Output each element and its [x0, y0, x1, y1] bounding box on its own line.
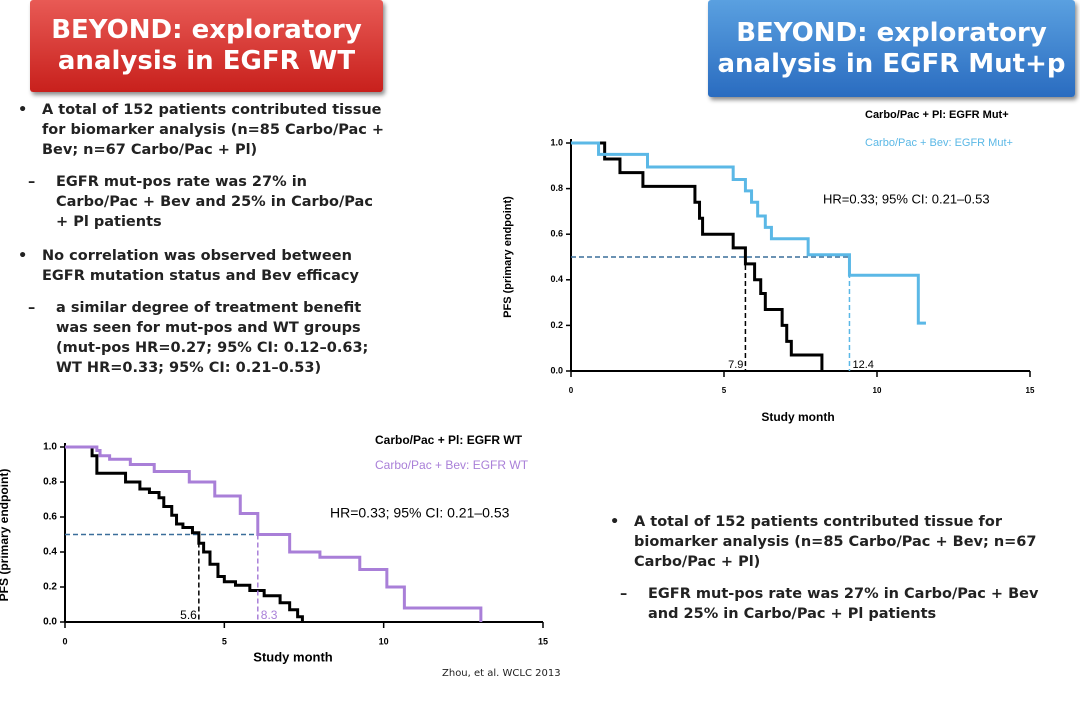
x-axis-label: Study month	[253, 649, 332, 664]
km-curve	[65, 445, 304, 622]
x-tick-label: 0	[569, 386, 574, 395]
km-curve	[65, 445, 483, 622]
citation: Zhou, et al. WCLC 2013	[442, 668, 561, 679]
sub-bullet: a similar degree of treatment benefit wa…	[28, 298, 388, 378]
x-tick-label: 15	[538, 636, 548, 646]
x-axis-label: Study month	[761, 410, 834, 424]
y-tick-label: 0.8	[43, 477, 57, 488]
y-tick-label: 1.0	[550, 137, 563, 147]
y-tick-label: 0.4	[550, 274, 563, 284]
median-label: 5.6	[180, 608, 197, 622]
bullets-left: A total of 152 patients contributed tiss…	[18, 100, 388, 392]
y-tick-label: 0.2	[550, 320, 563, 330]
sub-bullet: EGFR mut-pos rate was 27% in Carbo/Pac +…	[28, 172, 388, 232]
y-tick-label: 0.0	[550, 365, 563, 375]
median-label: 8.3	[261, 608, 278, 622]
title-right: BEYOND: exploratory analysis in EGFR Mut…	[708, 0, 1075, 97]
km-curve	[571, 141, 824, 371]
median-label: 12.4	[852, 359, 873, 371]
median-label: 7.9	[728, 359, 743, 371]
y-axis-label: PFS (primary endpoint)	[0, 469, 11, 602]
bullet: A total of 152 patients contributed tiss…	[18, 100, 388, 160]
y-tick-label: 0.4	[43, 547, 57, 558]
y-tick-label: 0.8	[550, 183, 563, 193]
hr-annotation: HR=0.33; 95% CI: 0.21–0.53	[330, 505, 510, 521]
x-tick-label: 5	[222, 636, 227, 646]
y-axis-label: PFS (primary endpoint)	[502, 196, 514, 318]
sub-bullet: EGFR mut-pos rate was 27% in Carbo/Pac +…	[620, 584, 1060, 624]
bullet: A total of 152 patients contributed tiss…	[610, 512, 1060, 572]
y-tick-label: 0.0	[43, 617, 57, 628]
x-tick-label: 0	[62, 636, 67, 646]
legend-entry: Carbo/Pac + Bev: EGFR WT	[375, 458, 529, 472]
legend-entry: Carbo/Pac + Pl: EGFR Mut+	[865, 109, 1009, 121]
km-curve	[571, 141, 926, 325]
x-tick-label: 10	[873, 386, 882, 395]
bullet: No correlation was observed between EGFR…	[18, 246, 388, 286]
title-left: BEYOND: exploratory analysis in EGFR WT	[30, 0, 383, 92]
y-tick-label: 0.2	[43, 582, 57, 593]
y-tick-label: 0.6	[43, 512, 57, 523]
x-tick-label: 15	[1026, 386, 1035, 395]
legend-entry: Carbo/Pac + Pl: EGFR WT	[375, 433, 523, 447]
y-tick-label: 1.0	[43, 442, 57, 453]
bullets-right: A total of 152 patients contributed tiss…	[610, 512, 1060, 638]
y-tick-label: 0.6	[550, 229, 563, 239]
x-tick-label: 10	[379, 636, 389, 646]
legend-entry: Carbo/Pac + Bev: EGFR Mut+	[865, 137, 1013, 149]
x-tick-label: 5	[722, 386, 727, 395]
hr-annotation: HR=0.33; 95% CI: 0.21–0.53	[823, 191, 990, 206]
